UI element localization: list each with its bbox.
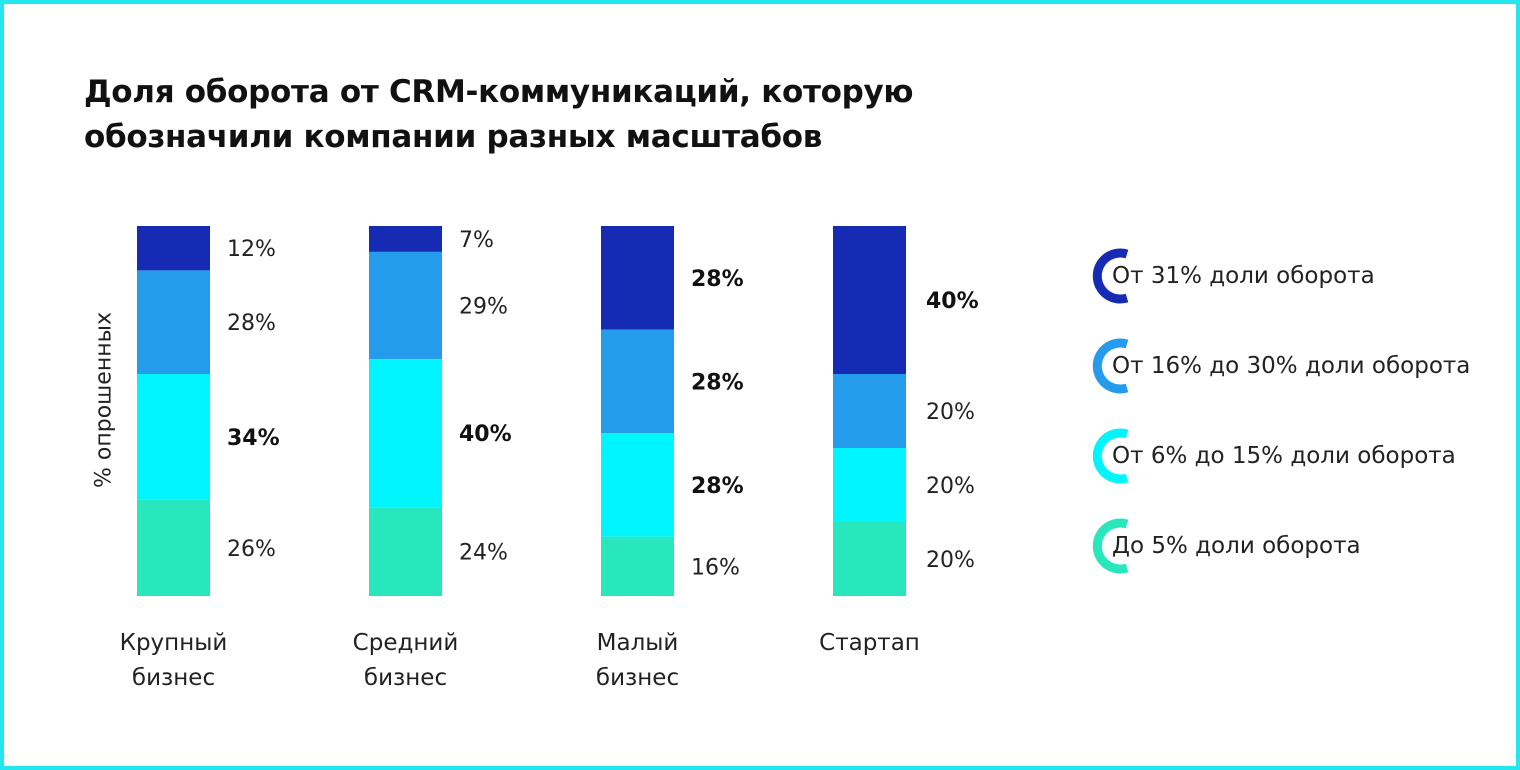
- bar-segment-2-2: [369, 251, 442, 360]
- data-label-2-1: 7%: [459, 228, 494, 253]
- category-label-1-line-1: Крупный: [120, 630, 228, 656]
- data-label-4-1: 40%: [926, 289, 979, 314]
- category-label-2-line-1: Средний: [353, 630, 459, 656]
- legend-arc-icon: [1092, 518, 1129, 574]
- category-label-1-line-2: бизнес: [132, 665, 215, 691]
- legend-item-3: От 6% до 15% доли оборота: [1086, 426, 1470, 486]
- data-label-2-4: 24%: [459, 541, 508, 566]
- data-label-1-1: 12%: [227, 237, 276, 262]
- legend-label: От 16% до 30% доли оборота: [1112, 353, 1471, 379]
- data-label-3-4: 16%: [691, 555, 740, 580]
- category-label-2-line-2: бизнес: [364, 665, 447, 691]
- bar-segment-3-2: [601, 329, 674, 434]
- data-label-4-2: 20%: [926, 400, 975, 425]
- bar-segment-4-4: [833, 522, 906, 596]
- bar-segment-2-1: [369, 226, 442, 252]
- bar-segment-1-3: [137, 374, 210, 500]
- data-label-1-4: 26%: [227, 537, 276, 562]
- data-label-2-2: 29%: [459, 295, 508, 320]
- legend-item-1: От 31% доли оборота: [1086, 246, 1470, 306]
- chart-legend: От 31% доли оборота От 16% до 30% доли об…: [1086, 246, 1470, 606]
- bar-segment-1-4: [137, 499, 210, 596]
- chart-title-line-1: Доля оборота от CRM-коммуникаций, котору…: [84, 74, 914, 110]
- chart-title-line-2: обозначили компании разных масштабов: [84, 119, 823, 155]
- legend-arc-icon: [1092, 338, 1129, 394]
- data-label-1-3: 34%: [227, 426, 280, 451]
- data-label-3-1: 28%: [691, 267, 744, 292]
- legend-label: От 31% доли оборота: [1112, 263, 1375, 289]
- bar-segment-2-3: [369, 359, 442, 508]
- bar-segment-1-2: [137, 270, 210, 374]
- bar-segment-4-2: [833, 374, 906, 448]
- bar-segment-3-1: [601, 226, 674, 330]
- bar-segment-3-3: [601, 433, 674, 537]
- data-label-1-2: 28%: [227, 311, 276, 336]
- chart-title: Доля оборота от CRM-коммуникаций, котору…: [84, 70, 984, 160]
- stacked-bar-chart: 12% 28% 34% 26% Крупный бизнес 7% 29% 40% 24% Сред…: [120, 226, 979, 691]
- legend-item-2: От 16% до 30% доли оборота: [1086, 336, 1470, 396]
- data-label-4-3: 20%: [926, 474, 975, 499]
- category-label-3-line-2: бизнес: [596, 665, 679, 691]
- category-label-4-line-1: Стартап: [819, 630, 920, 656]
- category-label-3-line-1: Малый: [597, 630, 679, 656]
- data-label-3-2: 28%: [691, 370, 744, 395]
- bar-segment-1-1: [137, 226, 210, 271]
- data-label-4-4: 20%: [926, 548, 975, 573]
- bar-segment-4-1: [833, 226, 906, 374]
- legend-item-4: До 5% доли оборота: [1086, 516, 1470, 576]
- legend-label: До 5% доли оборота: [1112, 533, 1361, 559]
- legend-label: От 6% до 15% доли оборота: [1112, 443, 1456, 469]
- bar-segment-3-4: [601, 536, 674, 596]
- legend-arc-icon: [1092, 428, 1129, 484]
- data-label-3-3: 28%: [691, 474, 744, 499]
- legend-arc-icon: [1092, 248, 1129, 304]
- bar-segment-2-4: [369, 507, 442, 596]
- data-label-2-3: 40%: [459, 422, 512, 447]
- bar-segment-4-3: [833, 448, 906, 522]
